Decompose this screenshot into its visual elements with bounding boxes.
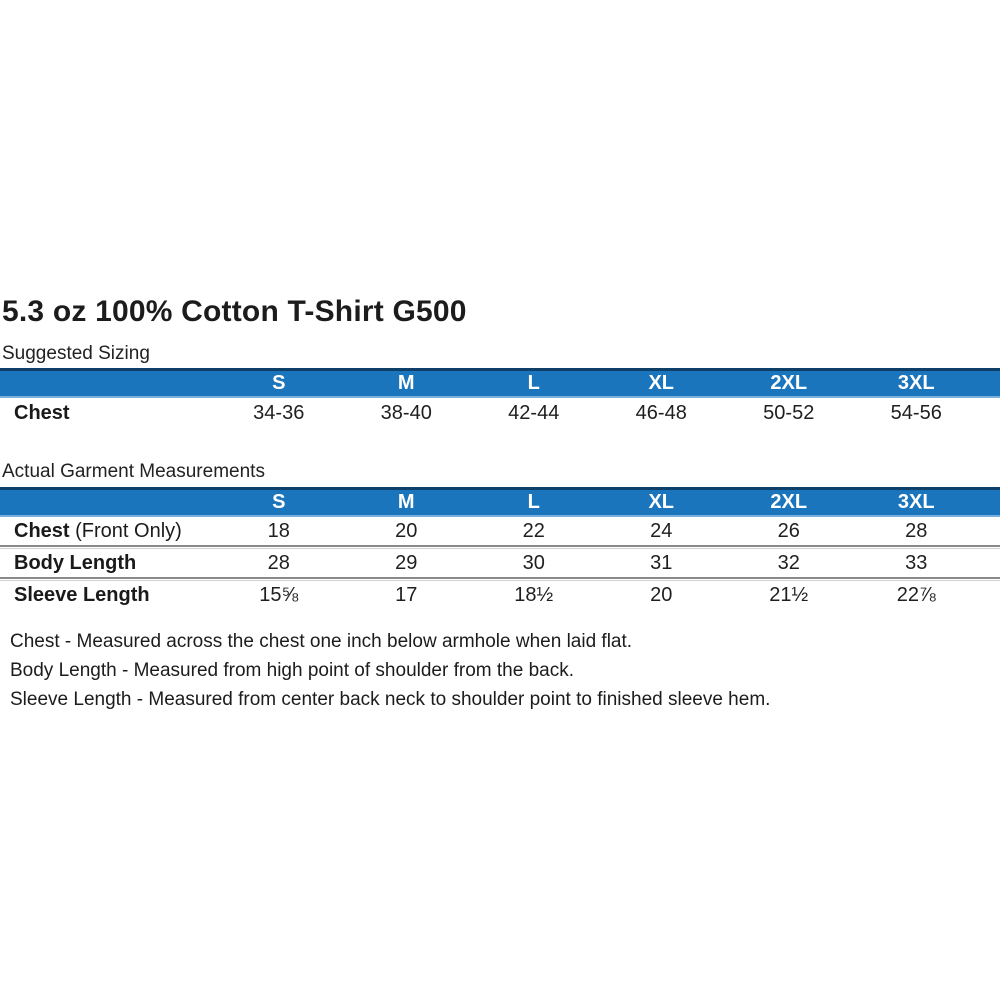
column-header-s: S — [272, 491, 286, 513]
column-header-s: S — [272, 372, 286, 394]
cell-value: 30 — [522, 551, 545, 574]
cell-value: 32 — [777, 551, 800, 574]
column-header-xl: XL — [648, 372, 675, 394]
column-header-2xl: 2XL — [770, 372, 808, 394]
row-label: Body Length — [0, 552, 215, 575]
row-label: Chest — [0, 402, 215, 425]
suggested-sizing-header-row: S M L XL 2XL 3XL — [0, 368, 1000, 398]
page-title: 5.3 oz 100% Cotton T-Shirt G500 — [2, 295, 467, 328]
row-label-text: Body Length — [14, 551, 137, 574]
column-header-m: M — [397, 372, 415, 394]
cell-value: 50-52 — [763, 401, 815, 424]
cell-value: 18½ — [514, 583, 554, 606]
suggested-sizing-heading: Suggested Sizing — [2, 343, 150, 364]
table-row-sleeve-length: Sleeve Length 15⅝ 17 18½ 20 21½ 22⅞ — [0, 581, 1000, 609]
row-label-text: Sleeve Length — [14, 583, 150, 606]
cell-value: 42-44 — [508, 401, 560, 424]
cell-value: 22⅞ — [896, 583, 936, 606]
row-divider — [0, 577, 1000, 581]
cell-value: 38-40 — [380, 401, 432, 424]
column-header-m: M — [397, 491, 415, 513]
cell-value: 24 — [650, 519, 673, 542]
cell-value: 20 — [650, 583, 673, 606]
cell-value: 20 — [395, 519, 418, 542]
cell-value: 33 — [905, 551, 928, 574]
cell-value: 28 — [905, 519, 928, 542]
cell-value: 54-56 — [890, 401, 942, 424]
column-header-2xl: 2XL — [770, 491, 808, 513]
size-chart-page: 5.3 oz 100% Cotton T-Shirt G500 Suggeste… — [0, 295, 1000, 714]
actual-garment-heading: Actual Garment Measurements — [2, 461, 265, 482]
cell-value: 26 — [777, 519, 800, 542]
cell-value: 21½ — [769, 583, 809, 606]
row-label-text: Chest — [14, 401, 70, 424]
cell-value: 29 — [395, 551, 418, 574]
cell-value: 31 — [650, 551, 673, 574]
suggested-sizing-table: S M L XL 2XL 3XL Chest 34-36 38-40 42-44… — [0, 368, 1000, 428]
table-row-chest-front-only: Chest (Front Only) 18 20 22 24 26 28 — [0, 517, 1000, 545]
actual-garment-table: S M L XL 2XL 3XL Chest (Front Only) 18 2… — [0, 487, 1000, 609]
column-header-l: L — [527, 491, 540, 513]
row-label: Sleeve Length — [0, 584, 215, 607]
actual-garment-header-row: S M L XL 2XL 3XL — [0, 487, 1000, 517]
column-header-3xl: 3XL — [897, 372, 935, 394]
row-label: Chest (Front Only) — [0, 520, 215, 543]
row-label-suffix: (Front Only) — [69, 519, 182, 542]
cell-value: 28 — [267, 551, 290, 574]
column-header-xl: XL — [648, 491, 675, 513]
row-label-text: Chest — [14, 519, 70, 542]
cell-value: 22 — [522, 519, 545, 542]
cell-value: 46-48 — [635, 401, 687, 424]
column-header-3xl: 3XL — [897, 491, 935, 513]
table-row-chest: Chest 34-36 38-40 42-44 46-48 50-52 54-5… — [0, 398, 1000, 428]
cell-value: 18 — [267, 519, 290, 542]
footnote-chest: Chest - Measured across the chest one in… — [10, 631, 633, 652]
cell-value: 15⅝ — [259, 583, 299, 606]
cell-value: 34-36 — [253, 401, 305, 424]
cell-value: 17 — [395, 583, 418, 606]
footnote-sleeve-length: Sleeve Length - Measured from center bac… — [10, 689, 771, 710]
row-divider — [0, 545, 1000, 549]
measurement-footnotes: Chest - Measured across the chest one in… — [10, 627, 1000, 714]
table-row-body-length: Body Length 28 29 30 31 32 33 — [0, 549, 1000, 577]
column-header-l: L — [527, 372, 540, 394]
footnote-body-length: Body Length - Measured from high point o… — [10, 660, 574, 681]
